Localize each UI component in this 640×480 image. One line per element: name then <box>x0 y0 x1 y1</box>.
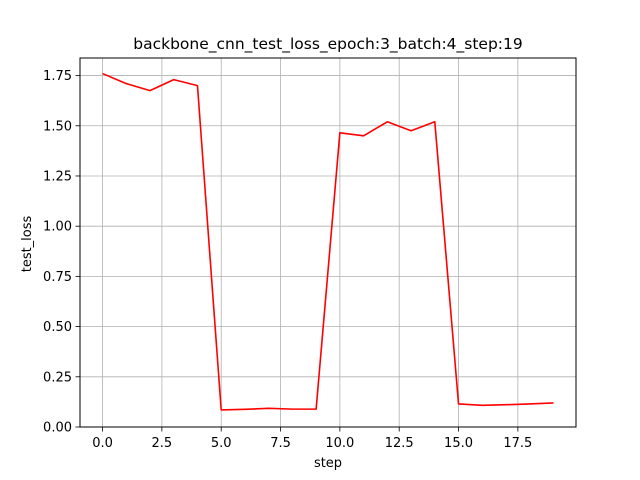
y-tick-label: 0.75 <box>43 270 72 285</box>
y-axis-ticks: 0.00 0.25 0.50 0.75 1.00 1.25 1.50 1.75 <box>43 69 80 436</box>
y-tick-label: 1.50 <box>43 119 72 134</box>
x-tick-label: 2.5 <box>152 436 173 451</box>
y-tick-label: 0.50 <box>43 320 72 335</box>
series-line <box>102 72 554 411</box>
y-axis-label: test_loss <box>20 215 35 272</box>
grid <box>80 58 576 428</box>
x-tick-label: 15.0 <box>444 436 473 451</box>
x-tick-label: 7.5 <box>270 436 291 451</box>
chart-title: backbone_cnn_test_loss_epoch:3_batch:4_s… <box>133 35 523 54</box>
y-tick-label: 1.75 <box>43 69 72 84</box>
x-tick-label: 10.0 <box>325 436 354 451</box>
x-tick-label: 5.0 <box>211 436 232 451</box>
x-axis-ticks: 0.0 2.5 5.0 7.5 10.0 12.5 15.0 17.5 <box>92 427 532 451</box>
axes-frame <box>79 57 577 428</box>
x-tick-label: 12.5 <box>385 436 414 451</box>
plot-area <box>102 72 554 411</box>
y-tick-label: 0.25 <box>43 370 72 385</box>
x-axis-label: step <box>314 456 342 471</box>
y-tick-label: 1.25 <box>43 169 72 184</box>
y-tick-label: 1.00 <box>43 220 72 235</box>
x-tick-label: 17.5 <box>503 436 532 451</box>
x-tick-label: 0.0 <box>92 436 113 451</box>
y-tick-label: 0.00 <box>43 421 72 436</box>
